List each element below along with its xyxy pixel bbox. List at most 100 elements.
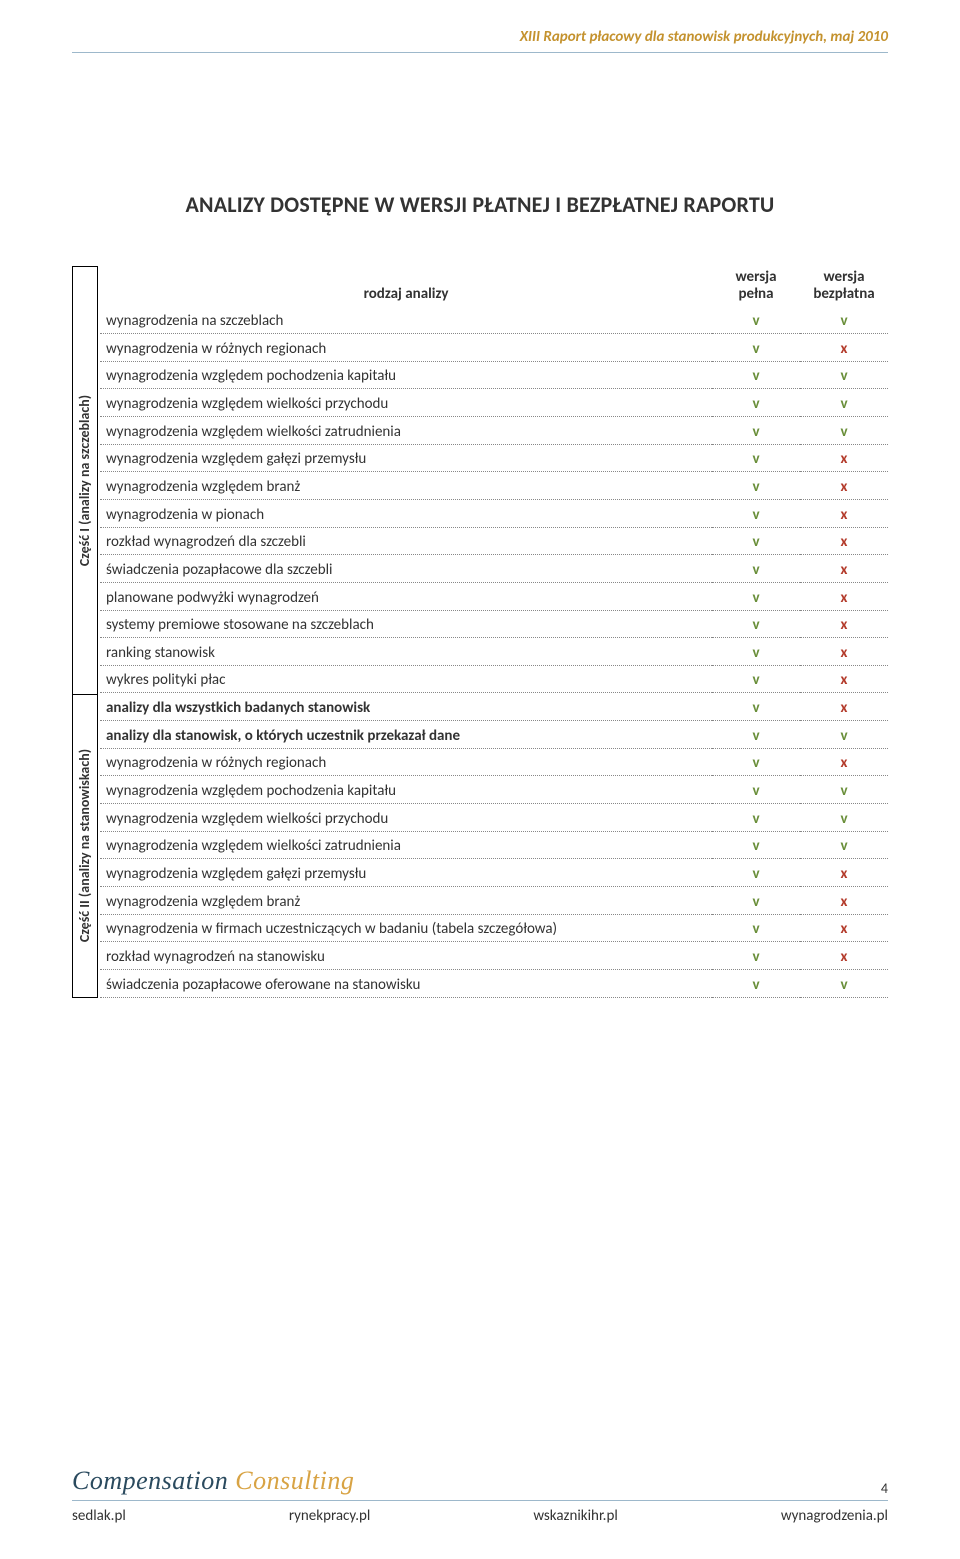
side-label-part1: Część I (analizy na szczeblach) — [72, 266, 98, 695]
page-header: XIII Raport płacowy dla stanowisk produk… — [72, 28, 888, 50]
row-mark-free: v — [800, 969, 888, 997]
table-row: świadczenia pozapłacowe dla szczeblivx — [100, 555, 888, 583]
row-mark-free: x — [800, 693, 888, 721]
analysis-table: rodzaj analizy wersjapełna wersjabezpłat… — [100, 266, 888, 998]
row-label: systemy premiowe stosowane na szczeblach — [100, 610, 712, 638]
table-row: planowane podwyżki wynagrodzeńvx — [100, 582, 888, 610]
footer-link: wynagrodzenia.pl — [781, 1507, 888, 1525]
table-row: rozkład wynagrodzeń dla szczeblivx — [100, 527, 888, 555]
row-mark-full: v — [712, 582, 800, 610]
row-mark-free: v — [800, 721, 888, 749]
row-label: wynagrodzenia w pionach — [100, 499, 712, 527]
row-mark-free: x — [800, 610, 888, 638]
table-row: rozkład wynagrodzeń na stanowiskuvx — [100, 942, 888, 970]
footer-brand: Compensation Consulting — [72, 1466, 888, 1496]
row-mark-full: v — [712, 361, 800, 389]
row-mark-full: v — [712, 334, 800, 362]
footer-link: sedlak.pl — [72, 1507, 126, 1525]
col-header-full: wersjapełna — [712, 266, 800, 307]
table-row: wynagrodzenia względem branżvx — [100, 472, 888, 500]
row-label: analizy dla wszystkich badanych stanowis… — [100, 693, 712, 721]
side-label-part1-text: Część I (analizy na szczeblach) — [77, 395, 94, 566]
table-row: wynagrodzenia względem pochodzenia kapit… — [100, 361, 888, 389]
row-mark-full: v — [712, 969, 800, 997]
row-mark-free: x — [800, 334, 888, 362]
header-rule — [72, 52, 888, 53]
row-mark-free: v — [800, 776, 888, 804]
page-title: ANALIZY DOSTĘPNE W WERSJI PŁATNEJ I BEZP… — [72, 191, 888, 218]
footer-brand-orange: Consulting — [235, 1466, 354, 1495]
table-row: ranking stanowiskvx — [100, 638, 888, 666]
row-label: wynagrodzenia względem pochodzenia kapit… — [100, 361, 712, 389]
table-row: wynagrodzenia w różnych regionachvx — [100, 748, 888, 776]
row-mark-free: v — [800, 804, 888, 832]
row-mark-full: v — [712, 693, 800, 721]
row-label: wynagrodzenia w różnych regionach — [100, 334, 712, 362]
row-label: świadczenia pozapłacowe dla szczebli — [100, 555, 712, 583]
row-mark-full: v — [712, 638, 800, 666]
col-header-free: wersjabezpłatna — [800, 266, 888, 307]
table-row: wynagrodzenia na szczeblachvv — [100, 307, 888, 334]
row-mark-full: v — [712, 472, 800, 500]
row-mark-full: v — [712, 665, 800, 693]
row-mark-free: x — [800, 859, 888, 887]
row-mark-free: x — [800, 665, 888, 693]
row-mark-full: v — [712, 942, 800, 970]
table-row: świadczenia pozapłacowe oferowane na sta… — [100, 969, 888, 997]
row-mark-free: v — [800, 361, 888, 389]
table-row: wykres polityki płacvx — [100, 665, 888, 693]
row-mark-full: v — [712, 776, 800, 804]
table-row: wynagrodzenia względem wielkości zatrudn… — [100, 417, 888, 445]
page-number: 4 — [881, 1480, 888, 1497]
row-label: wynagrodzenia względem wielkości zatrudn… — [100, 831, 712, 859]
row-mark-free: x — [800, 472, 888, 500]
footer-links: sedlak.pl rynekpracy.pl wskaznikihr.pl w… — [72, 1507, 888, 1525]
row-label: rozkład wynagrodzeń dla szczebli — [100, 527, 712, 555]
table-row: wynagrodzenia względem branżvx — [100, 886, 888, 914]
row-mark-full: v — [712, 914, 800, 942]
row-mark-free: x — [800, 914, 888, 942]
row-label: wynagrodzenia względem branż — [100, 886, 712, 914]
row-mark-free: x — [800, 942, 888, 970]
row-label: wykres polityki płac — [100, 665, 712, 693]
row-mark-free: x — [800, 444, 888, 472]
row-label: wynagrodzenia względem wielkości zatrudn… — [100, 417, 712, 445]
row-label: wynagrodzenia względem gałęzi przemysłu — [100, 859, 712, 887]
row-mark-free: v — [800, 389, 888, 417]
row-label: wynagrodzenia w różnych regionach — [100, 748, 712, 776]
row-label: wynagrodzenia na szczeblach — [100, 307, 712, 334]
footer-link: wskaznikihr.pl — [533, 1507, 617, 1525]
footer-rule — [72, 1500, 888, 1501]
row-mark-full: v — [712, 748, 800, 776]
col-header-label: rodzaj analizy — [100, 266, 712, 307]
table-row: wynagrodzenia w różnych regionachvx — [100, 334, 888, 362]
row-mark-free: x — [800, 638, 888, 666]
row-mark-full: v — [712, 555, 800, 583]
table-body: wynagrodzenia na szczeblachvvwynagrodzen… — [100, 307, 888, 998]
row-label: wynagrodzenia względem branż — [100, 472, 712, 500]
table-row: analizy dla wszystkich badanych stanowis… — [100, 693, 888, 721]
row-mark-free: x — [800, 527, 888, 555]
table-row: wynagrodzenia względem gałęzi przemysłuv… — [100, 444, 888, 472]
table-row: wynagrodzenia względem gałęzi przemysłuv… — [100, 859, 888, 887]
row-mark-free: x — [800, 499, 888, 527]
row-mark-full: v — [712, 804, 800, 832]
row-label: wynagrodzenia względem wielkości przycho… — [100, 804, 712, 832]
row-label: analizy dla stanowisk, o których uczestn… — [100, 721, 712, 749]
row-mark-free: x — [800, 555, 888, 583]
row-mark-full: v — [712, 859, 800, 887]
row-label: ranking stanowisk — [100, 638, 712, 666]
header-text: XIII Raport płacowy dla stanowisk produk… — [520, 28, 888, 46]
table-row: wynagrodzenia w pionachvx — [100, 499, 888, 527]
row-label: świadczenia pozapłacowe oferowane na sta… — [100, 969, 712, 997]
table-row: systemy premiowe stosowane na szczeblach… — [100, 610, 888, 638]
table-row: wynagrodzenia względem pochodzenia kapit… — [100, 776, 888, 804]
side-label-part2: Część II (analizy na stanowiskach) — [72, 694, 98, 998]
row-mark-full: v — [712, 721, 800, 749]
row-label: wynagrodzenia względem pochodzenia kapit… — [100, 776, 712, 804]
row-mark-free: x — [800, 748, 888, 776]
row-mark-full: v — [712, 389, 800, 417]
row-mark-full: v — [712, 831, 800, 859]
footer-link: rynekpracy.pl — [289, 1507, 371, 1525]
row-label: rozkład wynagrodzeń na stanowisku — [100, 942, 712, 970]
